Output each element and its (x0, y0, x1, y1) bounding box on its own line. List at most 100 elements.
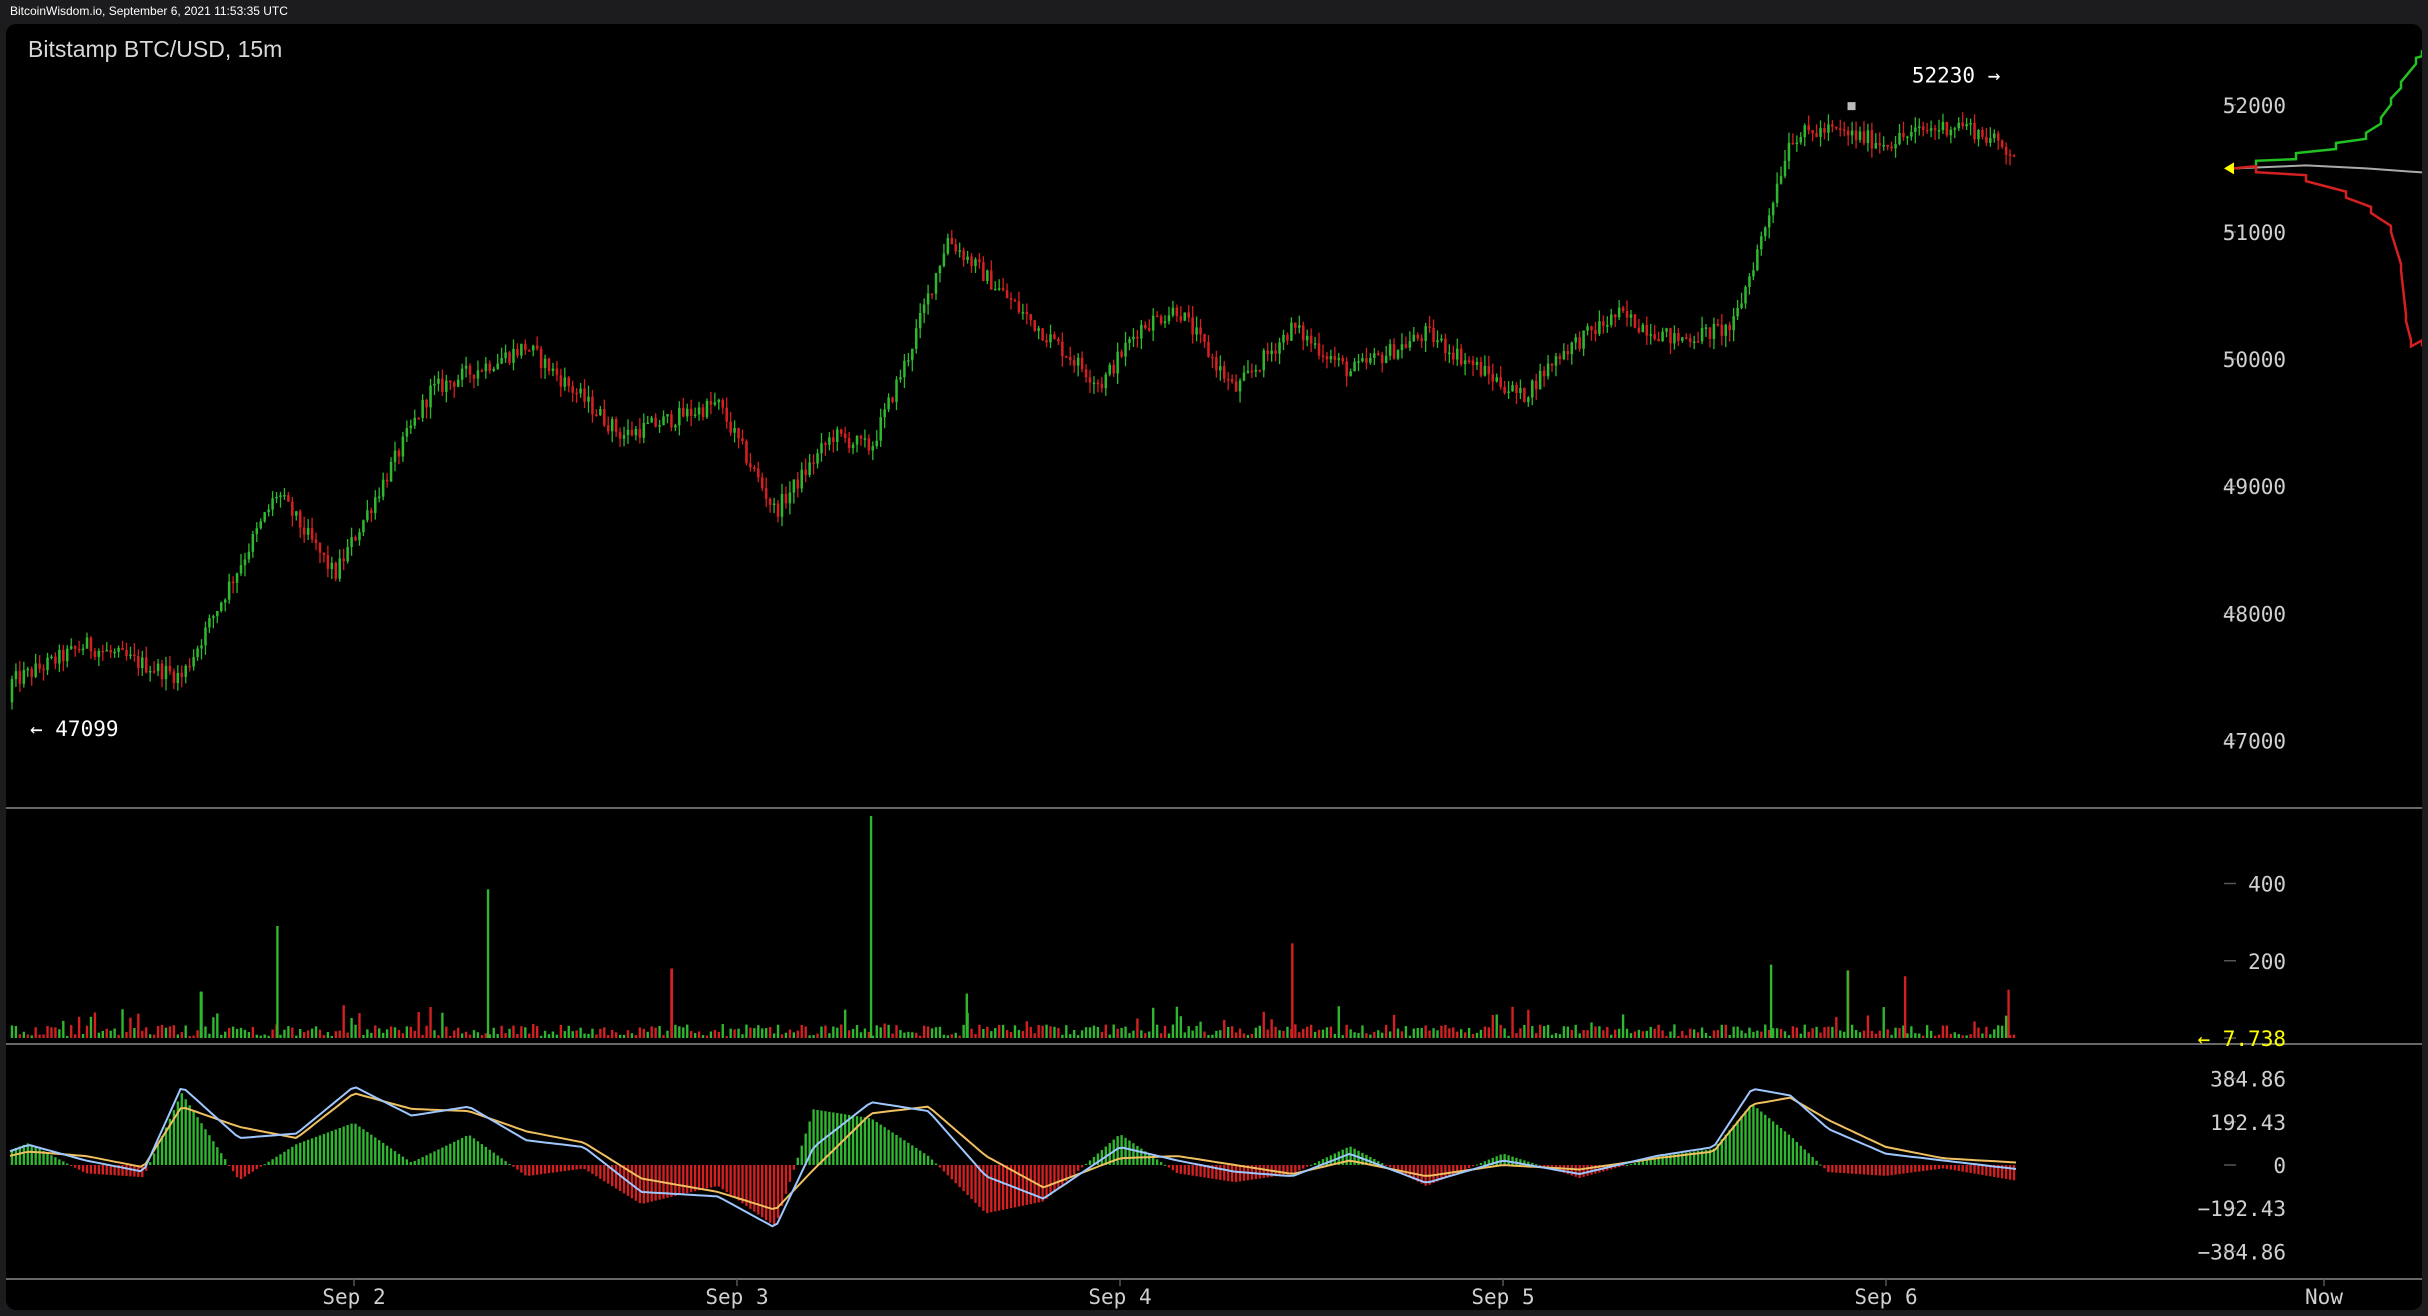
macd-histogram-bar (1866, 1165, 1870, 1175)
volume-bar (1562, 1026, 1566, 1038)
macd-histogram-bar (2000, 1165, 2004, 1179)
candle-body (662, 416, 665, 426)
chart-panel[interactable]: 52000 51000 50000 49000 48000 47000 52230 → ← 4… (6, 24, 2422, 1310)
volume-bar (1053, 1026, 1056, 1038)
candle-body (1333, 356, 1337, 360)
candle-body (148, 671, 152, 673)
candle-body (1286, 334, 1289, 341)
macd-histogram-bar (1953, 1165, 1956, 1171)
volume-bar (824, 1025, 827, 1038)
candle-body (914, 328, 918, 349)
macd-histogram-bar (200, 1123, 203, 1165)
volume-bar (1404, 1026, 1408, 1038)
volume-bar (666, 1030, 669, 1038)
macd-histogram-bar (982, 1165, 985, 1211)
macd-histogram-bar (1712, 1148, 1716, 1165)
candle-body (2012, 155, 2016, 157)
candle-body (520, 343, 523, 356)
volume-bar (958, 1035, 961, 1038)
volume-bar (303, 1032, 306, 1038)
volume-bar (1732, 1026, 1735, 1038)
candle-body (330, 562, 334, 569)
candle-body (1914, 127, 1917, 132)
volume-bar (1278, 1030, 1281, 1038)
candle-body (437, 378, 440, 384)
candle-body (496, 363, 499, 369)
volume-bar (1748, 1027, 1751, 1038)
macd-histogram-bar (828, 1111, 831, 1165)
candle-body (1124, 342, 1127, 357)
candle-body (1775, 183, 1779, 204)
macd-histogram-bar (453, 1141, 456, 1165)
macd-histogram-bar (14, 1147, 18, 1165)
macd-histogram-bar (1025, 1165, 1029, 1205)
candle-body (757, 468, 760, 478)
candle-body (65, 648, 69, 662)
candle-body (208, 618, 211, 628)
candle-body (1550, 363, 1554, 366)
macd-histogram-bar (1929, 1165, 1933, 1170)
macd-histogram-bar (243, 1165, 247, 1177)
macd-histogram-bar (77, 1165, 81, 1170)
volume-bar (1207, 1035, 1210, 1038)
volume-bar (1479, 1029, 1483, 1038)
macd-histogram-bar (1799, 1145, 1802, 1165)
candle-body (1566, 351, 1570, 355)
candle-body (212, 616, 215, 619)
candle-body (30, 668, 33, 677)
candle-body (583, 388, 586, 402)
macd-histogram-bar (1171, 1165, 1175, 1171)
candle-body (1254, 369, 1258, 372)
volume-bar (583, 1033, 586, 1038)
volume-bar (58, 1029, 61, 1038)
candle-body (911, 348, 914, 361)
macd-histogram-bar (196, 1117, 199, 1165)
macd-histogram-bar (457, 1139, 460, 1165)
macd-histogram-bar (745, 1165, 748, 1207)
volume-bar (1452, 1027, 1455, 1038)
macd-tick-label: 0 (2273, 1154, 2286, 1178)
volume-bar (954, 1032, 957, 1038)
volume-bar (551, 1031, 555, 1038)
macd-histogram-bar (2004, 1165, 2008, 1180)
candle-body (58, 649, 61, 664)
volume-bar (1306, 1026, 1309, 1038)
volume-bar (42, 1034, 45, 1038)
candle-body (54, 656, 57, 664)
volume-bar (1381, 1032, 1384, 1038)
macd-histogram-bar (1163, 1164, 1167, 1166)
macd-histogram-bar (887, 1129, 890, 1165)
macd-histogram-bar (1262, 1165, 1265, 1178)
volume-bar (1586, 1030, 1589, 1038)
volume-bar (433, 1030, 436, 1038)
macd-histogram-bar (1408, 1165, 1412, 1178)
macd-histogram-bar (1977, 1165, 1980, 1175)
volume-bar (496, 1034, 499, 1038)
macd-histogram-bar (630, 1165, 634, 1199)
volume-bar (587, 1033, 590, 1038)
volume-bar (1641, 1031, 1645, 1038)
volume-bar (701, 1035, 705, 1038)
macd-histogram-bar (1645, 1159, 1648, 1165)
candle-body (591, 396, 594, 415)
volume-bar (393, 1027, 397, 1038)
candle-body (1495, 377, 1498, 382)
volume-bar (915, 1032, 918, 1038)
volume-bar (81, 1034, 85, 1038)
candle-body (1823, 128, 1826, 133)
macd-histogram-bar (476, 1141, 480, 1165)
candle-body (903, 360, 906, 378)
volume-bar (1795, 1027, 1799, 1038)
candle-body (449, 380, 452, 383)
candle-body (338, 558, 341, 579)
candle-body (1061, 341, 1064, 357)
volume-bar (1321, 1029, 1325, 1038)
volume-bar (1313, 1031, 1317, 1038)
macd-histogram-bar (85, 1165, 89, 1174)
volume-bar (2008, 1035, 2012, 1038)
volume-bar (1523, 1024, 1526, 1038)
macd-histogram-bar (1752, 1104, 1755, 1165)
price-tick-label: 50000 (2223, 348, 2286, 372)
candle-body (954, 244, 958, 252)
